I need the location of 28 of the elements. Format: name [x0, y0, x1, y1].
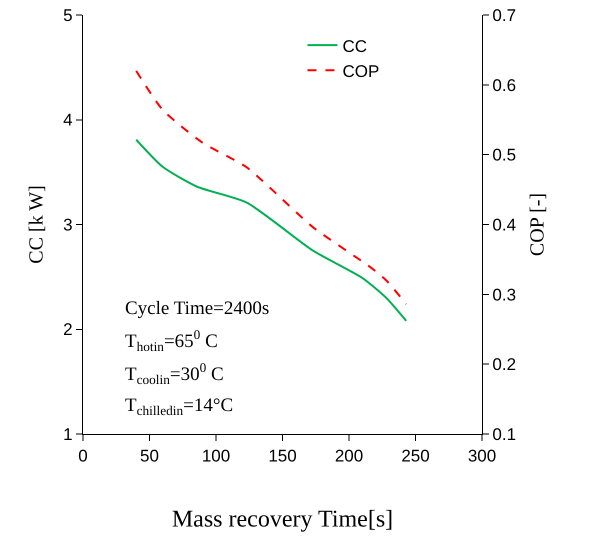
x-tick-label: 150 — [268, 446, 297, 466]
x-tick-label: 100 — [202, 446, 230, 466]
y2-tick-label: 0.2 — [492, 355, 516, 374]
legend-label: CC — [342, 36, 368, 56]
annotation: T$_{coolin}$=30$^{0}$ C — [125, 360, 224, 387]
y-tick-label: 1 — [63, 424, 73, 444]
y2-tick-label: 0.6 — [492, 76, 516, 95]
y-tick-label: 2 — [63, 320, 73, 340]
y-tick-label: 5 — [63, 6, 73, 25]
x-tick-label: 200 — [334, 446, 364, 466]
x-tick-label: 250 — [401, 446, 430, 466]
y2-tick-label: 0.5 — [492, 146, 516, 165]
y2-tick-label: 0.1 — [492, 424, 516, 444]
x-axis-title: Mass recovery Time[s] — [172, 506, 394, 533]
x-tick-label: 300 — [468, 446, 496, 466]
y-axis-title: CC [k W] — [26, 185, 48, 264]
x-tick-label: 50 — [140, 446, 159, 466]
legend-label: COP — [342, 62, 380, 81]
x-tick-label: 0 — [78, 446, 88, 466]
y2-axis-title: COP [-] — [526, 192, 549, 256]
y2-tick-label: 0.7 — [492, 6, 516, 25]
y-tick-label: 4 — [63, 110, 73, 130]
y2-tick-label: 0.4 — [492, 215, 516, 234]
y2-tick-label: 0.3 — [492, 285, 516, 304]
annotation: T$_{hotin}$=65$^{0}$ C — [125, 327, 218, 354]
annotation: T$_{chilledin}$=14°C — [125, 395, 234, 418]
y-tick-label: 3 — [63, 215, 73, 234]
annotation: Cycle Time=2400s — [125, 298, 270, 319]
